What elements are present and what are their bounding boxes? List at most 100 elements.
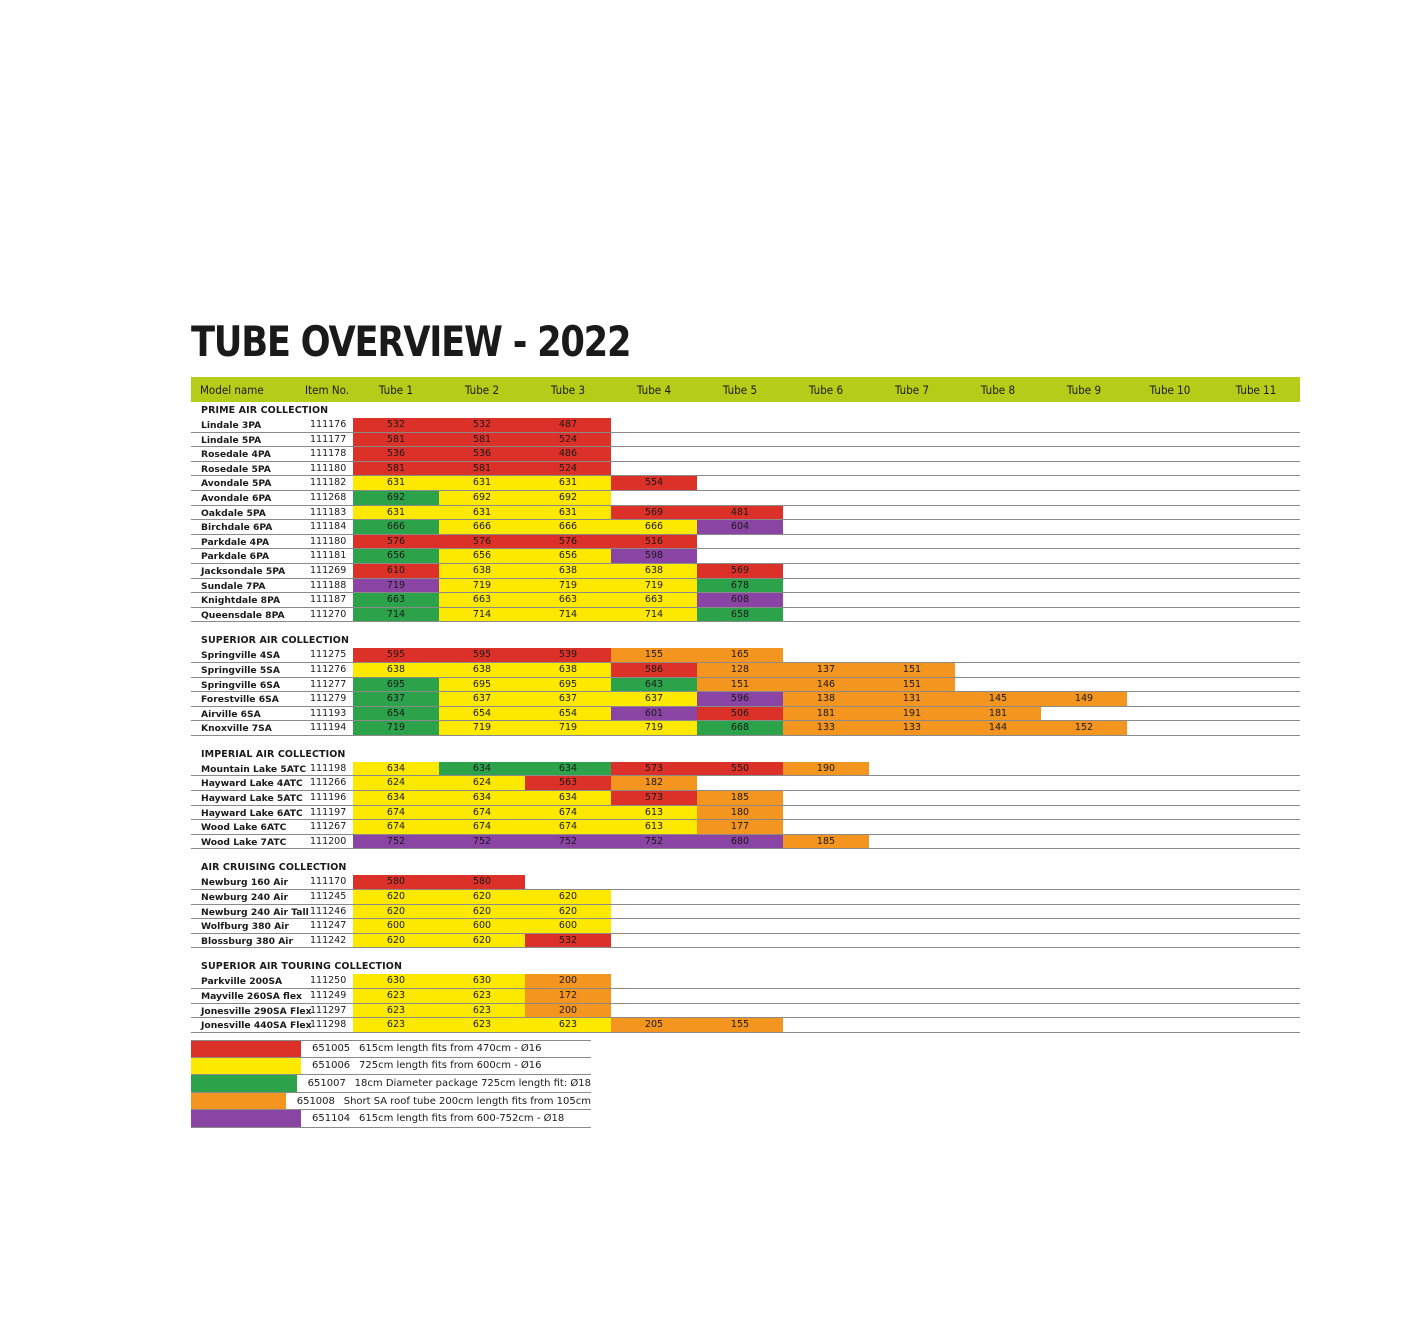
table-row: Rosedale 5PA 111180 581 581 524 bbox=[191, 461, 1300, 477]
table-body: PRIME AIR COLLECTION Lindale 3PA 111176 532… bbox=[191, 402, 1300, 1033]
model-name: Parkdale 4PA bbox=[201, 536, 270, 548]
tube-length-cell: 576 bbox=[439, 534, 525, 549]
item-number: 111193 bbox=[310, 707, 347, 719]
legend-code: 651005 bbox=[312, 1043, 351, 1055]
tube-length-cell: 695 bbox=[353, 677, 439, 692]
legend-swatch bbox=[191, 1075, 297, 1092]
table-row: Knightdale 8PA 111187 663 663 663 663 608 bbox=[191, 593, 1300, 608]
tube-length-cell: 719 bbox=[525, 578, 611, 593]
tube-length-cell: 620 bbox=[439, 933, 525, 948]
item-number: 111170 bbox=[310, 876, 347, 888]
tube-length-cell: 586 bbox=[611, 662, 697, 677]
legend-swatch bbox=[191, 1092, 286, 1110]
section-gap bbox=[191, 849, 1300, 859]
tube-length-cell: 719 bbox=[439, 721, 525, 735]
model-name: Avondale 5PA bbox=[201, 478, 272, 490]
tube-length-cell: 624 bbox=[353, 776, 439, 791]
tube-length-cell: 569 bbox=[611, 505, 697, 520]
tube-length-cell: 674 bbox=[439, 820, 525, 834]
legend-code: 651007 bbox=[307, 1077, 346, 1089]
tube-length-cell: 536 bbox=[353, 447, 439, 461]
tube-length-cell: 752 bbox=[353, 834, 439, 849]
tube-length-cell: 191 bbox=[869, 706, 955, 721]
tube-length-cell: 695 bbox=[525, 677, 611, 692]
model-name: Jonesville 440SA Flex bbox=[201, 1020, 312, 1032]
tube-length-cell: 656 bbox=[525, 549, 611, 563]
model-name: Lindale 5PA bbox=[201, 434, 262, 446]
tube-length-cell: 180 bbox=[697, 805, 783, 820]
tube-length-cell: 658 bbox=[697, 607, 783, 622]
item-number: 111183 bbox=[310, 506, 347, 518]
section-title: IMPERIAL AIR COLLECTION bbox=[201, 748, 346, 760]
model-name: Wood Lake 7ATC bbox=[201, 836, 287, 848]
tube-length-cell: 138 bbox=[783, 692, 869, 706]
legend-row: 651007 18cm Diameter package 725cm length… bbox=[191, 1075, 591, 1093]
tube-length-cell: 678 bbox=[697, 578, 783, 593]
tube-length-cell: 623 bbox=[439, 989, 525, 1003]
tube-length-cell: 666 bbox=[525, 520, 611, 534]
tube-length-cell: 177 bbox=[697, 820, 783, 834]
tube-length-cell: 181 bbox=[783, 706, 869, 721]
section-title: AIR CRUISING COLLECTION bbox=[201, 862, 347, 874]
item-number: 111178 bbox=[310, 448, 347, 460]
tube-length-cell: 624 bbox=[439, 776, 525, 791]
item-number: 111298 bbox=[310, 1019, 347, 1031]
tube-length-cell: 623 bbox=[525, 1018, 611, 1032]
tube-length-cell: 623 bbox=[353, 1018, 439, 1032]
tube-length-cell: 714 bbox=[525, 607, 611, 622]
tube-length-cell: 581 bbox=[439, 461, 525, 476]
item-number: 111197 bbox=[310, 806, 347, 818]
tube-length-cell: 576 bbox=[525, 534, 611, 549]
header-item-no: Item No. bbox=[305, 382, 350, 397]
model-name: Forestville 6SA bbox=[201, 694, 279, 706]
table-row: Airville 6SA 111193 654 654 654 601 506 181 191 1… bbox=[191, 706, 1300, 722]
tube-length-cell: 550 bbox=[697, 761, 783, 776]
tube-length-cell: 539 bbox=[525, 648, 611, 662]
model-name: Rosedale 4PA bbox=[201, 449, 271, 461]
table-row: Blossburg 380 Air 111242 620 620 532 bbox=[191, 933, 1300, 949]
tube-length-cell: 181 bbox=[955, 706, 1041, 721]
tube-length-cell: 620 bbox=[353, 904, 439, 919]
tube-length-cell: 600 bbox=[353, 919, 439, 933]
tube-length-cell: 481 bbox=[697, 505, 783, 520]
tube-length-cell: 613 bbox=[611, 820, 697, 834]
tube-length-cell: 165 bbox=[697, 648, 783, 662]
tube-length-cell: 190 bbox=[783, 761, 869, 776]
tube-length-cell: 151 bbox=[697, 677, 783, 692]
header-tube-1: Tube 1 bbox=[378, 382, 414, 397]
tube-length-cell: 620 bbox=[353, 890, 439, 904]
tube-length-cell: 663 bbox=[525, 593, 611, 607]
header-tube-11: Tube 11 bbox=[1235, 382, 1277, 397]
legend-row: 651006 725cm length fits from 600cm - Ø16 bbox=[191, 1057, 591, 1076]
table-row: Jonesville 440SA Flex 111298 623 623 623 205 1… bbox=[191, 1018, 1300, 1033]
table-row: Lindale 5PA 111177 581 581 524 bbox=[191, 432, 1300, 448]
model-name: Hayward Lake 5ATC bbox=[201, 793, 303, 805]
table-row: Forestville 6SA 111279 637 637 637 637 596 138 1… bbox=[191, 692, 1300, 707]
model-name: Springville 5SA bbox=[201, 664, 280, 676]
item-number: 111242 bbox=[310, 934, 347, 946]
tube-length-cell: 638 bbox=[439, 563, 525, 578]
tube-length-cell: 714 bbox=[353, 607, 439, 622]
tube-length-cell: 205 bbox=[611, 1018, 697, 1032]
tube-length-cell: 638 bbox=[525, 563, 611, 578]
tube-length-cell: 149 bbox=[1041, 692, 1127, 706]
tube-length-cell: 637 bbox=[439, 692, 525, 706]
tube-length-cell: 536 bbox=[439, 447, 525, 461]
table-row: Avondale 6PA 111268 692 692 692 bbox=[191, 490, 1300, 506]
tube-length-cell: 581 bbox=[353, 432, 439, 447]
table-row: Newburg 240 Air 111245 620 620 620 bbox=[191, 890, 1300, 905]
legend-swatch bbox=[191, 1057, 301, 1075]
table-row: Jacksondale 5PA 111269 610 638 638 638 569 bbox=[191, 563, 1300, 579]
tube-length-cell: 714 bbox=[439, 607, 525, 622]
tube-length-cell: 623 bbox=[353, 989, 439, 1003]
model-name: Wood Lake 6ATC bbox=[201, 822, 287, 834]
color-legend: 651005 615cm length fits from 470cm - Ø16… bbox=[191, 1040, 591, 1128]
model-name: Knightdale 8PA bbox=[201, 595, 281, 607]
tube-length-cell: 623 bbox=[439, 1018, 525, 1032]
tube-length-cell: 600 bbox=[525, 919, 611, 933]
tube-length-cell: 610 bbox=[353, 563, 439, 578]
legend-row: 651104 615cm length fits from 600-752cm -… bbox=[191, 1110, 591, 1128]
tube-length-cell: 634 bbox=[525, 761, 611, 776]
tube-length-cell: 630 bbox=[353, 974, 439, 988]
item-number: 111180 bbox=[310, 462, 347, 474]
